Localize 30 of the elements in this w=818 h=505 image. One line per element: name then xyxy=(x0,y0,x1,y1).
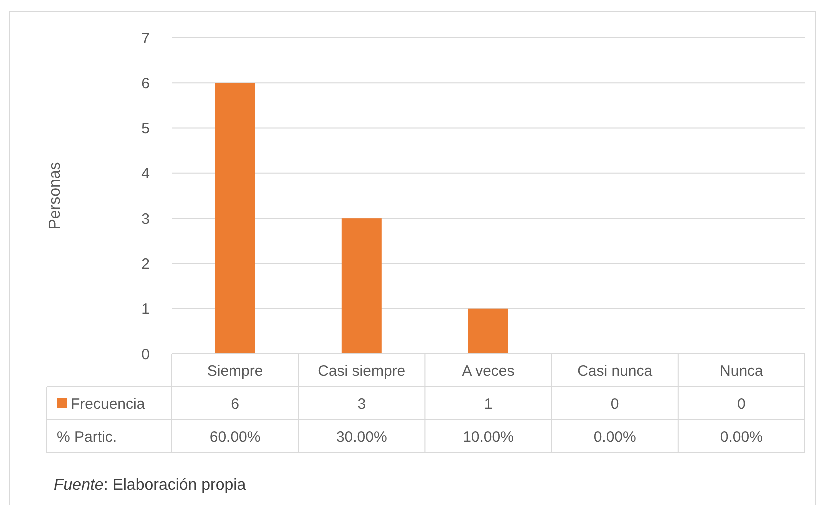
data-label: 3 xyxy=(358,396,366,413)
y-tick-label: 2 xyxy=(142,256,150,273)
bar xyxy=(215,83,256,354)
text: 10.00% xyxy=(463,428,514,446)
y-tick-label: 4 xyxy=(142,166,150,183)
y-tick-label: 7 xyxy=(142,30,150,48)
y-tick-label: 0 xyxy=(142,346,150,364)
source-note: Fuente: Elaboración propia xyxy=(54,477,246,494)
data-label: 6 xyxy=(231,396,240,413)
x-tick-label: Siempre xyxy=(207,362,264,380)
data-label: 0 xyxy=(738,396,746,413)
x-tick-label: Nunca xyxy=(720,362,764,380)
y-tick-label: 5 xyxy=(142,120,150,138)
y-tick-label: 1 xyxy=(142,301,150,318)
y-tick-label: 3 xyxy=(142,210,150,228)
data-label: 0 xyxy=(610,396,620,413)
text: 30.00% xyxy=(336,428,388,446)
y-tick-label: 6 xyxy=(142,75,150,92)
y-axis-title: Personas xyxy=(47,162,64,230)
x-tick-label: Casi nunca xyxy=(578,362,654,380)
text: 0.00% xyxy=(594,428,636,446)
x-tick-label: Casi siempre xyxy=(318,362,406,380)
legend-label: Frecuencia xyxy=(71,396,146,413)
data-label: 1 xyxy=(484,396,493,413)
bar xyxy=(468,308,508,354)
bar xyxy=(342,218,382,354)
x-tick-label: A veces xyxy=(462,362,515,380)
text: 0.00% xyxy=(720,428,763,446)
text: 60.00% xyxy=(210,428,261,446)
text: % Partic. xyxy=(57,428,118,446)
